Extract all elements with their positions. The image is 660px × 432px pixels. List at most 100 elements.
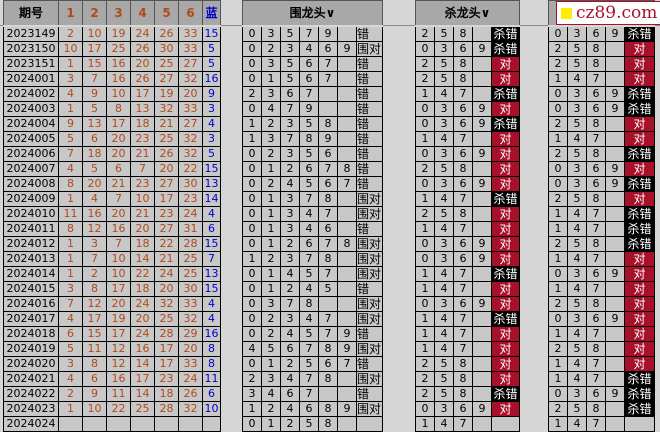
digit-cell: 1: [415, 326, 435, 342]
result-cell: 杀错: [624, 371, 655, 387]
digit-cell: 7: [299, 191, 319, 207]
digit-cell: 0: [242, 101, 262, 117]
table-row: 2023150 10 17 25 26 30 33 5: [3, 41, 221, 57]
red-ball: 19: [154, 86, 179, 102]
table-row: 2 5 8 杀错: [548, 236, 655, 252]
digit-cell: 8: [453, 161, 473, 177]
digit-cell: 0: [242, 206, 262, 222]
red-ball: 18: [154, 386, 179, 402]
red-ball: 8: [82, 281, 107, 297]
table-row: 2024009 1 4 7 10 17 23 14: [3, 191, 221, 207]
digit-cell: 7: [453, 131, 473, 147]
red-ball: 16: [82, 206, 107, 222]
digit-cell: 9: [605, 311, 625, 327]
red-ball: 11: [106, 386, 131, 402]
red-ball: 28: [178, 236, 203, 252]
digit-cell: 1: [261, 206, 281, 222]
digit-cell: 0: [242, 236, 262, 252]
table-title: 围龙头∨: [242, 0, 383, 27]
red-ball: 31: [178, 221, 203, 237]
red-ball: 1: [58, 251, 83, 267]
red-ball: 10: [58, 41, 83, 57]
red-ball: 32: [154, 101, 179, 117]
result-cell: 对: [624, 161, 655, 177]
digit-cell: 8: [318, 191, 338, 207]
digit-cell: 1: [548, 131, 568, 147]
digit-cell: 6: [453, 236, 473, 252]
digit-cell: 5: [299, 146, 319, 162]
digit-cell: 6: [586, 101, 606, 117]
digit-cell: 8: [586, 296, 606, 312]
table-row: 2024017 4 17 19 20 25 32 4: [3, 311, 221, 327]
table-row: 2 5 8 杀错: [415, 25, 520, 42]
result-cell: 杀错: [624, 401, 655, 417]
blue-ball: 16: [202, 71, 221, 87]
result-cell: 对: [491, 281, 520, 297]
digit-cell: 1: [261, 191, 281, 207]
digit-cell: 6: [299, 236, 319, 252]
red-ball: 33: [178, 25, 203, 42]
result-cell: 对: [624, 311, 655, 327]
digit-cell: 4: [567, 326, 587, 342]
red-ball: 32: [178, 131, 203, 147]
blue-ball: [202, 416, 221, 432]
blue-ball: 11: [202, 371, 221, 387]
red-ball: 26: [130, 41, 155, 57]
digit-cell: [337, 206, 357, 222]
digit-cell: 4: [280, 266, 300, 282]
digit-cell: 0: [242, 221, 262, 237]
digit-cell: 6: [280, 86, 300, 102]
digit-cell: 5: [567, 401, 587, 417]
red-ball: 22: [178, 161, 203, 177]
digit-cell: 0: [242, 356, 262, 372]
digit-cell: 0: [242, 281, 262, 297]
red-ball: 20: [130, 56, 155, 72]
digit-cell: [472, 281, 492, 297]
result-cell: 对: [491, 146, 520, 162]
blue-ball: 7: [202, 251, 221, 267]
issue-number: 2024016: [3, 296, 59, 312]
red-ball: 12: [106, 341, 131, 357]
digit-cell: 7: [453, 326, 473, 342]
digit-cell: 0: [415, 146, 435, 162]
result-cell: 杀错: [491, 86, 520, 102]
digit-cell: 7: [299, 86, 319, 102]
digit-cell: 7: [586, 131, 606, 147]
digit-cell: [605, 131, 625, 147]
digit-cell: 5: [567, 341, 587, 357]
digit-cell: 1: [415, 86, 435, 102]
digit-cell: 2: [415, 71, 435, 87]
digit-cell: 7: [299, 25, 319, 42]
digit-cell: 9: [337, 341, 357, 357]
result-cell: [624, 416, 655, 432]
digit-cell: [472, 266, 492, 282]
digit-cell: 8: [299, 296, 319, 312]
result-cell: 错: [356, 176, 383, 192]
digit-cell: 5: [567, 296, 587, 312]
red-ball: 17: [106, 281, 131, 297]
issue-number: 2024009: [3, 191, 59, 207]
red-ball: 1: [58, 401, 83, 417]
red-ball: 20: [130, 311, 155, 327]
red-ball: 13: [130, 101, 155, 117]
result-cell: 对: [624, 326, 655, 342]
digit-cell: 7: [318, 311, 338, 327]
digit-cell: [337, 371, 357, 387]
table-row: 2024013 1 7 10 14 21 25 7: [3, 251, 221, 267]
digit-cell: 2: [548, 56, 568, 72]
draw-results-table: 期号 1 2 3 4 5 6 蓝 2023149 2 10 19 24 26 33 15 2023150 10 17…: [3, 0, 221, 432]
column-header: 6: [178, 0, 203, 27]
digit-cell: 2: [548, 341, 568, 357]
red-ball: 17: [106, 326, 131, 342]
red-ball: 19: [106, 311, 131, 327]
digit-cell: 6: [453, 296, 473, 312]
red-ball: 3: [58, 356, 83, 372]
digit-cell: 0: [548, 386, 568, 402]
